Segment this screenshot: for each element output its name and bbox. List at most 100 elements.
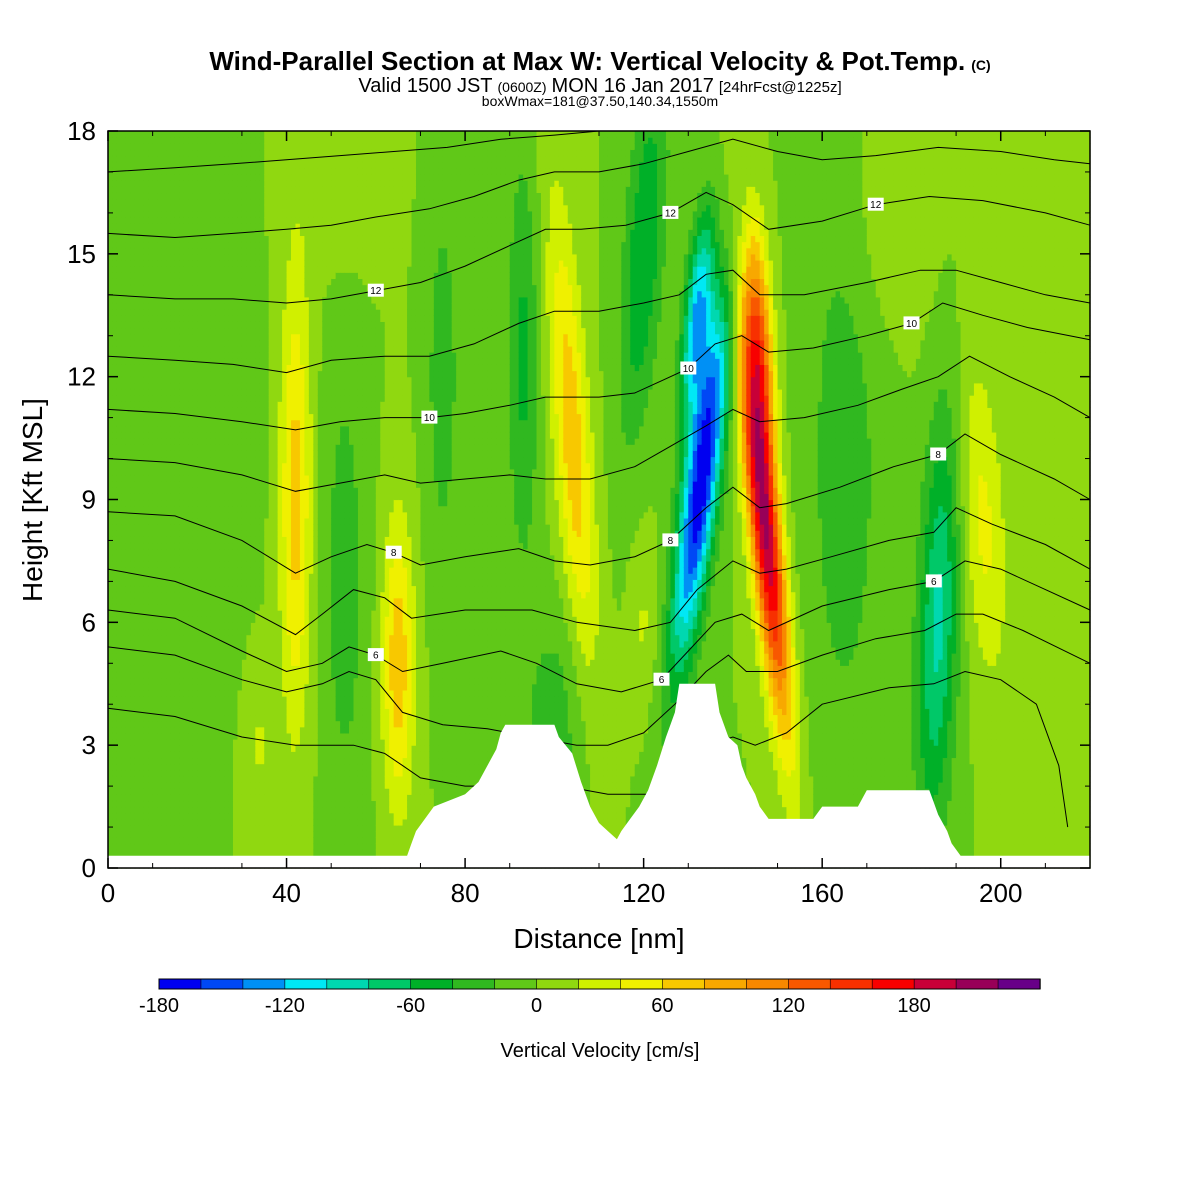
velocity-cell	[112, 475, 117, 482]
velocity-cell	[112, 561, 117, 568]
velocity-cell	[117, 635, 122, 642]
velocity-cell	[112, 807, 117, 814]
velocity-cell	[117, 487, 122, 494]
velocity-cell	[126, 530, 131, 537]
velocity-cell	[130, 334, 135, 341]
velocity-cell	[126, 309, 131, 316]
velocity-cell	[117, 604, 122, 611]
velocity-cell	[139, 745, 144, 752]
velocity-cell	[153, 561, 158, 568]
velocity-cell	[153, 757, 158, 764]
velocity-cell	[139, 641, 144, 648]
velocity-cell	[112, 414, 117, 421]
velocity-cell	[121, 524, 126, 531]
velocity-cell	[135, 487, 140, 494]
velocity-cell	[126, 721, 131, 728]
velocity-cell	[153, 616, 158, 623]
velocity-cell	[108, 794, 113, 801]
velocity-cell	[112, 721, 117, 728]
velocity-cell	[139, 278, 144, 285]
velocity-cell	[148, 671, 153, 678]
velocity-cell	[121, 395, 126, 402]
velocity-cell	[121, 401, 126, 408]
velocity-cell	[130, 254, 135, 261]
velocity-cell	[135, 156, 140, 163]
velocity-cell	[112, 542, 117, 549]
velocity-cell	[153, 788, 158, 795]
velocity-cell	[126, 137, 131, 144]
velocity-cell	[117, 432, 122, 439]
velocity-cell	[135, 211, 140, 218]
velocity-cell	[139, 506, 144, 513]
velocity-cell	[108, 420, 113, 427]
velocity-cell	[130, 794, 135, 801]
velocity-cell	[144, 235, 149, 242]
velocity-cell	[108, 622, 113, 629]
velocity-cell	[135, 506, 140, 513]
velocity-cell	[139, 358, 144, 365]
velocity-cell	[108, 469, 113, 476]
velocity-cell	[144, 592, 149, 599]
velocity-cell	[112, 788, 117, 795]
velocity-cell	[126, 751, 131, 758]
velocity-cell	[130, 205, 135, 212]
velocity-cell	[148, 457, 153, 464]
velocity-cell	[135, 162, 140, 169]
velocity-cell	[121, 843, 126, 850]
velocity-cell	[117, 395, 122, 402]
velocity-cell	[130, 764, 135, 771]
velocity-cell	[148, 334, 153, 341]
velocity-cell	[135, 297, 140, 304]
velocity-cell	[139, 377, 144, 384]
velocity-cell	[108, 598, 113, 605]
velocity-cell	[135, 518, 140, 525]
velocity-cell	[108, 205, 113, 212]
velocity-cell	[144, 272, 149, 279]
velocity-cell	[153, 592, 158, 599]
velocity-cell	[108, 242, 113, 249]
velocity-cell	[126, 708, 131, 715]
velocity-cell	[117, 776, 122, 783]
velocity-cell	[108, 272, 113, 279]
velocity-cell	[144, 180, 149, 187]
velocity-cell	[121, 450, 126, 457]
velocity-cell	[144, 678, 149, 685]
velocity-cell	[135, 524, 140, 531]
velocity-cell	[117, 850, 122, 857]
velocity-cell	[139, 438, 144, 445]
velocity-cell	[139, 536, 144, 543]
velocity-cell	[108, 770, 113, 777]
velocity-cell	[148, 352, 153, 359]
velocity-cell	[148, 475, 153, 482]
velocity-cell	[126, 346, 131, 353]
velocity-cell	[135, 248, 140, 255]
velocity-cell	[117, 678, 122, 685]
velocity-cell	[144, 721, 149, 728]
velocity-cell	[117, 438, 122, 445]
velocity-cell	[144, 604, 149, 611]
velocity-cell	[126, 794, 131, 801]
velocity-cell	[139, 180, 144, 187]
velocity-cell	[139, 561, 144, 568]
velocity-cell	[148, 549, 153, 556]
velocity-cell	[112, 592, 117, 599]
velocity-cell	[130, 143, 135, 150]
velocity-cell	[117, 180, 122, 187]
velocity-cell	[135, 444, 140, 451]
velocity-cell	[135, 843, 140, 850]
velocity-cell	[130, 604, 135, 611]
velocity-cell	[112, 463, 117, 470]
velocity-cell	[108, 635, 113, 642]
velocity-cell	[139, 266, 144, 273]
velocity-cell	[139, 211, 144, 218]
velocity-cell	[135, 549, 140, 556]
velocity-cell	[112, 555, 117, 562]
velocity-cell	[139, 794, 144, 801]
velocity-cell	[126, 641, 131, 648]
velocity-cell	[153, 211, 158, 218]
velocity-cell	[112, 205, 117, 212]
velocity-cell	[139, 205, 144, 212]
velocity-cell	[117, 450, 122, 457]
velocity-cell	[112, 776, 117, 783]
velocity-cell	[148, 309, 153, 316]
